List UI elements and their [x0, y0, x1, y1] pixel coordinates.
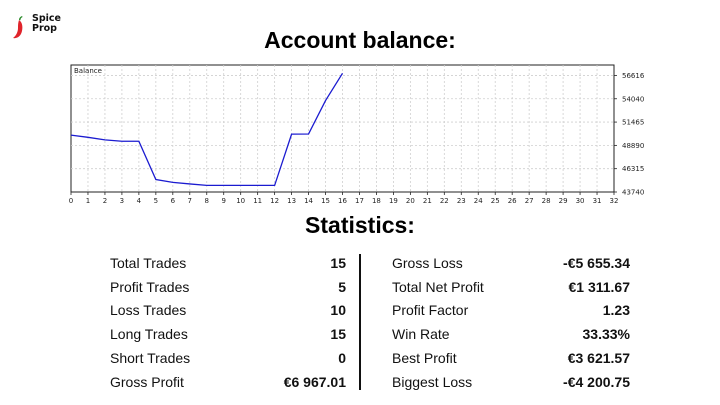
brand-line-2: Prop [32, 23, 57, 34]
x-tick-label: 16 [338, 197, 347, 205]
y-tick-label: 48890 [622, 142, 644, 150]
x-tick-label: 3 [120, 197, 124, 205]
x-tick-label: 24 [474, 197, 483, 205]
x-tick-label: 10 [236, 197, 245, 205]
brand-logo: Spice Prop [10, 14, 80, 44]
brand-line-1: Spice [32, 13, 61, 24]
x-tick-label: 23 [457, 197, 466, 205]
x-tick-label: 4 [137, 197, 142, 205]
stat-value-right: €1 311.67 [568, 278, 630, 295]
stat-value-left: 5 [338, 278, 346, 295]
x-tick-label: 31 [593, 197, 602, 205]
stat-value-left: 0 [338, 349, 346, 366]
x-tick-label: 19 [389, 197, 398, 205]
x-tick-label: 20 [406, 197, 415, 205]
x-tick-label: 6 [171, 197, 176, 205]
x-tick-label: 5 [154, 197, 158, 205]
stat-label-left: Loss Trades [110, 302, 187, 319]
x-tick-label: 1 [86, 197, 90, 205]
page-title: Account balance: [264, 27, 456, 53]
x-tick-label: 18 [372, 197, 381, 205]
stat-value-right: -€5 655.34 [563, 255, 630, 271]
stat-value-left: 15 [330, 326, 346, 343]
x-tick-label: 32 [610, 197, 619, 205]
x-tick-label: 22 [440, 197, 449, 205]
stat-value-right: €3 621.57 [567, 349, 630, 366]
stat-label-left: Profit Trades [110, 278, 190, 295]
stat-label-right: Profit Factor [392, 302, 469, 319]
stat-label-right: Gross Loss [392, 255, 463, 271]
x-tick-label: 21 [423, 197, 432, 205]
x-tick-label: 12 [270, 197, 279, 205]
x-tick-label: 8 [205, 197, 209, 205]
chart-title: Balance [74, 67, 102, 75]
stats-divider [359, 254, 361, 390]
chili-pepper-icon [13, 16, 23, 39]
x-tick-label: 13 [287, 197, 296, 205]
x-tick-label: 29 [559, 197, 568, 205]
stat-label-left: Long Trades [110, 326, 188, 343]
balance-chart: 0 1 2 3 4 5 6 7 8 9 10 11 12 13 14 15 16 17 18 19 20 21 22 23 24… [69, 64, 645, 205]
y-tick-label: 54040 [622, 95, 644, 103]
stat-value-right: 1.23 [602, 302, 630, 319]
brand-name: Spice Prop [32, 14, 61, 34]
x-tick-label: 7 [188, 197, 192, 205]
stat-label-left: Gross Profit [110, 373, 184, 390]
x-tick-label: 26 [508, 197, 517, 205]
x-tick-label: 11 [253, 197, 262, 205]
stat-label-right: Win Rate [392, 326, 450, 343]
y-tick-label: 43740 [622, 189, 644, 197]
stat-label-left: Short Trades [110, 349, 191, 366]
stat-label-right: Biggest Loss [392, 373, 473, 390]
stat-value-left: 15 [330, 255, 346, 271]
x-tick-label: 2 [103, 197, 107, 205]
y-tick-label: 51465 [622, 119, 644, 127]
x-tick-label: 9 [221, 197, 225, 205]
x-tick-label: 14 [304, 197, 313, 205]
stat-value-left: €6 967.01 [283, 373, 346, 390]
stat-value-left: 10 [330, 302, 346, 319]
x-tick-label: 27 [525, 197, 534, 205]
stat-label-right: Total Net Profit [392, 278, 484, 295]
stat-label-right: Best Profit [392, 349, 457, 366]
stat-label-left: Total Trades [110, 255, 187, 271]
balance-line [70, 72, 344, 187]
x-tick-label: 0 [69, 197, 73, 205]
x-tick-label: 15 [321, 197, 330, 205]
x-tick-label: 28 [542, 197, 551, 205]
stat-value-right: 33.33% [582, 326, 630, 343]
stat-value-right: -€4 200.75 [563, 373, 630, 390]
y-tick-label: 56616 [622, 72, 645, 80]
stats-title: Statistics: [305, 212, 415, 238]
y-tick-label: 46315 [622, 165, 644, 173]
x-tick-label: 25 [491, 197, 500, 205]
x-tick-label: 30 [576, 197, 585, 205]
x-tick-label: 17 [355, 197, 364, 205]
